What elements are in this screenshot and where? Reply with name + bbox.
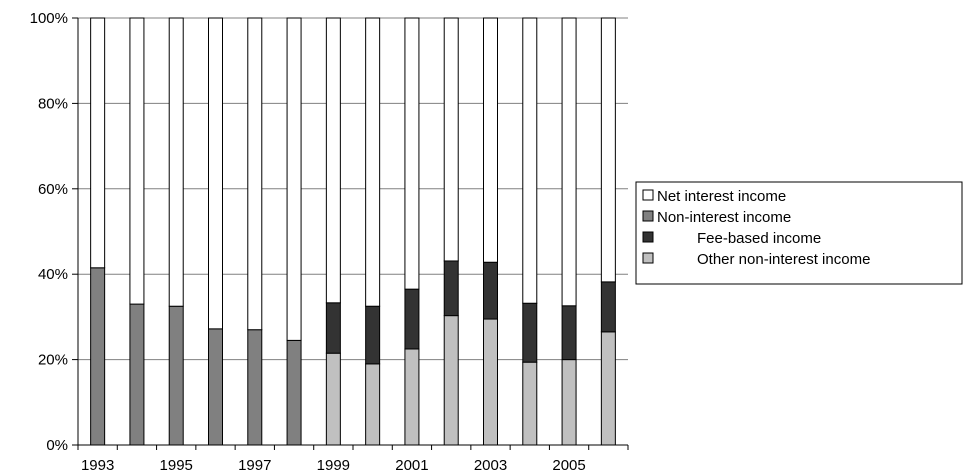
bar-segment <box>561 305 577 361</box>
legend: Net interest income Non-interest income Fe… <box>635 181 963 285</box>
legend-swatch <box>642 231 654 243</box>
bar-segment <box>443 17 459 262</box>
bar-segment <box>600 331 616 446</box>
bar-segment <box>286 17 302 341</box>
gridlines <box>78 17 628 446</box>
bar-segment <box>129 17 145 305</box>
y-tick-label: 20% <box>38 352 68 369</box>
bar-segment <box>561 17 577 307</box>
x-tick-label: 2001 <box>395 457 428 474</box>
bar-segment <box>404 17 420 290</box>
bar-segment <box>522 17 538 304</box>
legend-box <box>635 181 963 285</box>
bar-segment <box>483 318 498 446</box>
bar-segment <box>247 17 263 331</box>
legend-swatch <box>642 252 654 264</box>
bar-segment <box>404 348 420 446</box>
legend-label: Non-interest income <box>657 209 791 226</box>
bar-segment <box>90 17 106 269</box>
bar-segment <box>325 352 341 446</box>
bar-segment <box>600 281 616 333</box>
bar-segment <box>522 361 538 446</box>
y-tick-label: 80% <box>38 95 68 112</box>
bar-segment <box>325 17 341 304</box>
bar-segment <box>208 17 223 330</box>
bar-segment <box>443 315 459 446</box>
bar-segment <box>522 302 538 363</box>
bar-segment <box>168 17 184 307</box>
x-tick-label: 1997 <box>238 457 271 474</box>
bar-segment <box>404 288 420 350</box>
legend-swatch <box>642 189 654 201</box>
legend-swatch <box>642 210 654 222</box>
y-tick-label: 0% <box>46 437 68 454</box>
bar-segment <box>561 359 577 446</box>
bar-segment <box>365 17 381 307</box>
legend-label: Fee-based income <box>697 230 821 247</box>
bar-segment <box>365 363 381 446</box>
bar-segment <box>208 328 223 446</box>
bar-segment <box>443 260 459 317</box>
bar-segment <box>365 305 381 365</box>
legend-label: Net interest income <box>657 188 786 205</box>
x-tick-label: 1995 <box>160 457 193 474</box>
axes <box>72 17 629 450</box>
x-tick-label: 2005 <box>552 457 585 474</box>
bar-segment <box>483 261 498 320</box>
x-tick-label: 1993 <box>81 457 114 474</box>
bar-segment <box>600 17 616 283</box>
y-tick-label: 40% <box>38 266 68 283</box>
bar-segment <box>247 329 263 446</box>
x-tick-label: 2003 <box>474 457 507 474</box>
y-tick-labels: 0% 20% 40% 60% 80% 100% <box>30 10 68 454</box>
bar-segment <box>129 303 145 446</box>
y-tick-label: 100% <box>30 10 68 27</box>
bar-segment <box>286 339 302 446</box>
legend-label: Other non-interest income <box>697 251 870 268</box>
bar-segment <box>325 302 341 354</box>
bar-segment <box>168 305 184 446</box>
bar-segment <box>483 17 498 263</box>
bars <box>90 17 616 446</box>
x-tick-labels: 1993 1995 1997 1999 2001 2003 2005 <box>81 457 586 474</box>
y-tick-label: 60% <box>38 181 68 198</box>
bar-segment <box>90 267 106 446</box>
x-tick-label: 1999 <box>317 457 350 474</box>
